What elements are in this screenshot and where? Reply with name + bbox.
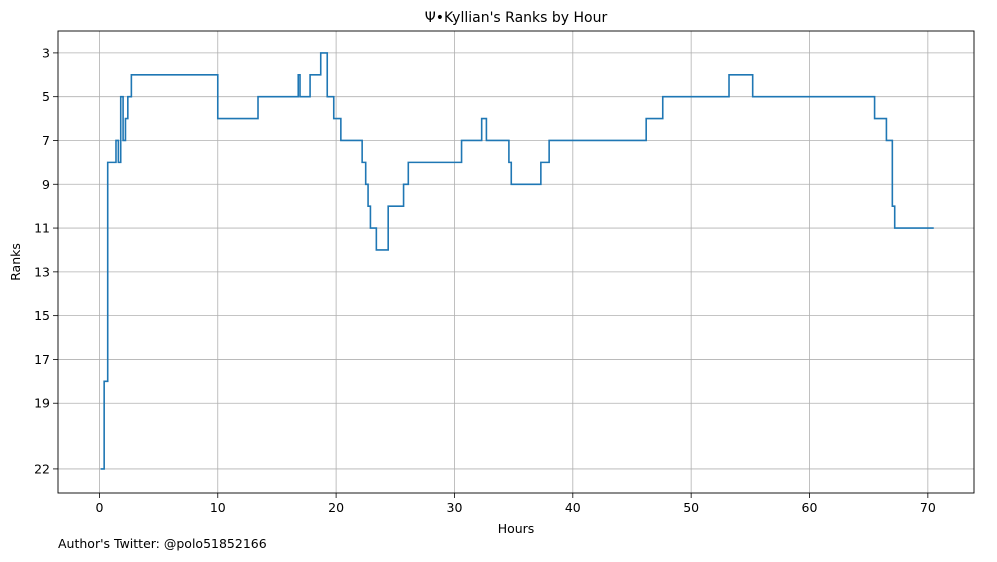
x-axis-label: Hours [498,521,535,536]
y-tick-label: 9 [42,177,50,192]
y-tick-label: 3 [42,45,50,60]
y-tick-label: 5 [42,89,50,104]
plot-frame [57,30,975,494]
x-tick-label: 40 [565,500,581,515]
y-tick-label: 7 [42,133,50,148]
y-tick-label: 17 [34,352,50,367]
x-tick-label: 10 [210,500,226,515]
x-tick-label: 60 [802,500,818,515]
x-tick-label: 50 [683,500,699,515]
rank-step-line [100,52,934,470]
grid-lines [58,31,974,493]
y-tick-label: 13 [34,264,50,279]
y-tick-label: 19 [34,396,50,411]
y-tick-label: 11 [34,221,50,236]
chart-title: Ψ•Kyllian's Ranks by Hour [425,10,608,26]
y-axis: 3 5 7 9 11 13 15 17 19 22 [34,45,58,476]
y-axis-label: Ranks [8,243,23,281]
x-tick-label: 0 [95,500,103,515]
author-footnote: Author's Twitter: @polo51852166 [58,536,267,551]
x-tick-label: 30 [447,500,463,515]
y-tick-label: 15 [34,308,50,323]
y-tick-label: 22 [34,461,50,476]
x-tick-label: 70 [920,500,936,515]
x-tick-label: 20 [328,500,344,515]
x-axis: 0 10 20 30 40 50 60 70 [95,493,936,515]
